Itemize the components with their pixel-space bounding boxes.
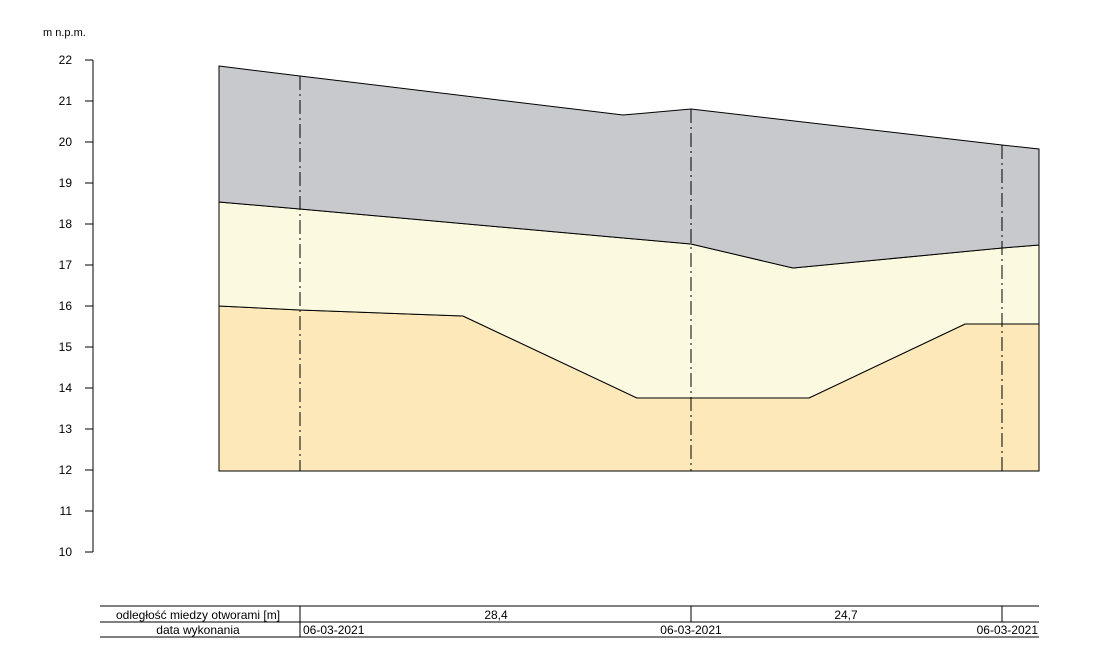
table-date-value: 06-03-2021 bbox=[660, 623, 722, 637]
axis-tick-label: 10 bbox=[59, 545, 73, 559]
axis-tick-label: 13 bbox=[59, 422, 73, 436]
axis-tick-label: 22 bbox=[59, 53, 73, 67]
axis-tick-label: 12 bbox=[59, 463, 73, 477]
borehole-info-table: odległość miedzy otworami [m] data wykon… bbox=[100, 605, 1039, 638]
table-distance-value: 24,7 bbox=[834, 608, 858, 622]
axis-tick-label: 15 bbox=[59, 340, 73, 354]
table-date-value: 06-03-2021 bbox=[303, 623, 365, 637]
table-row-label-distance: odległość miedzy otworami [m] bbox=[116, 608, 280, 622]
elevation-axis: m n.p.m. 22 21 20 19 18 17 16 15 14 bbox=[43, 27, 94, 559]
axis-unit-label: m n.p.m. bbox=[43, 27, 86, 39]
axis-tick-label: 17 bbox=[59, 258, 73, 272]
axis-tick-label: 21 bbox=[59, 94, 73, 108]
axis-tick-label: 20 bbox=[59, 135, 73, 149]
table-row-label-date: data wykonania bbox=[156, 623, 240, 637]
table-date-value: 06-03-2021 bbox=[977, 623, 1039, 637]
borehole-lines bbox=[299, 76, 1003, 471]
axis-tick-labels: 22 21 20 19 18 17 16 15 14 13 12 11 10 bbox=[59, 53, 73, 559]
axis-tick-label: 11 bbox=[60, 504, 73, 518]
axis-tick-label: 14 bbox=[59, 381, 73, 395]
axis-tick-label: 16 bbox=[59, 299, 73, 313]
table-distance-value: 28,4 bbox=[484, 608, 508, 622]
soil-layers bbox=[218, 65, 1040, 472]
axis-ticks bbox=[85, 59, 93, 553]
axis-tick-label: 18 bbox=[59, 217, 73, 231]
axis-tick-label: 19 bbox=[59, 176, 73, 190]
